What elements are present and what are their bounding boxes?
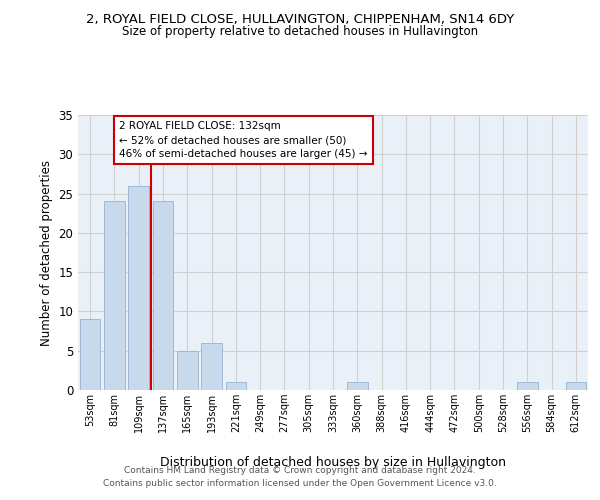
Bar <box>104 202 125 390</box>
Text: 2, ROYAL FIELD CLOSE, HULLAVINGTON, CHIPPENHAM, SN14 6DY: 2, ROYAL FIELD CLOSE, HULLAVINGTON, CHIP… <box>86 12 514 26</box>
Text: 2 ROYAL FIELD CLOSE: 132sqm
← 52% of detached houses are smaller (50)
46% of sem: 2 ROYAL FIELD CLOSE: 132sqm ← 52% of det… <box>119 122 368 160</box>
Bar <box>152 202 173 390</box>
Y-axis label: Number of detached properties: Number of detached properties <box>40 160 53 346</box>
Bar <box>566 382 586 390</box>
Bar <box>226 382 246 390</box>
Text: Distribution of detached houses by size in Hullavington: Distribution of detached houses by size … <box>160 456 506 469</box>
Bar <box>517 382 538 390</box>
Bar <box>201 343 222 390</box>
Bar <box>347 382 368 390</box>
Bar <box>128 186 149 390</box>
Text: Contains HM Land Registry data © Crown copyright and database right 2024.
Contai: Contains HM Land Registry data © Crown c… <box>103 466 497 487</box>
Bar <box>177 350 197 390</box>
Text: Size of property relative to detached houses in Hullavington: Size of property relative to detached ho… <box>122 25 478 38</box>
Bar <box>80 320 100 390</box>
